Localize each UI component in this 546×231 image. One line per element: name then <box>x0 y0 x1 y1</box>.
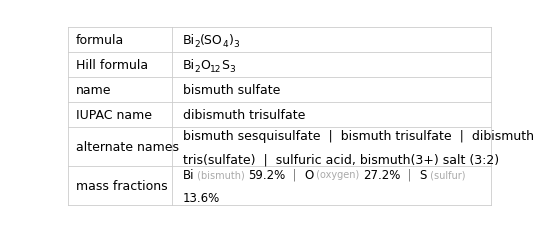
Text: Hill formula: Hill formula <box>76 59 148 72</box>
Text: S: S <box>222 59 229 72</box>
Text: (SO: (SO <box>200 34 223 47</box>
Text: (bismuth): (bismuth) <box>194 170 248 179</box>
Text: 12: 12 <box>210 65 222 74</box>
Text: mass fractions: mass fractions <box>76 180 168 193</box>
Text: 13.6%: 13.6% <box>182 191 219 204</box>
Text: alternate names: alternate names <box>76 141 179 154</box>
Text: IUPAC name: IUPAC name <box>76 109 152 122</box>
Text: name: name <box>76 84 111 97</box>
Text: Bi: Bi <box>182 59 194 72</box>
Text: O: O <box>304 168 313 181</box>
Text: 2: 2 <box>194 65 200 74</box>
Text: Bi: Bi <box>182 168 194 181</box>
Text: (oxygen): (oxygen) <box>313 170 363 179</box>
Text: 2: 2 <box>194 40 200 49</box>
Text: O: O <box>200 59 210 72</box>
Text: tris(sulfate)  |  sulfuric acid, bismuth(3+) salt (3:2): tris(sulfate) | sulfuric acid, bismuth(3… <box>182 152 498 165</box>
Text: 59.2%: 59.2% <box>248 168 285 181</box>
Text: ): ) <box>229 34 234 47</box>
Text: 27.2%: 27.2% <box>363 168 400 181</box>
Text: |: | <box>400 168 419 181</box>
Text: bismuth sesquisulfate  |  bismuth trisulfate  |  dibismuth: bismuth sesquisulfate | bismuth trisulfa… <box>182 129 533 142</box>
Text: formula: formula <box>76 34 124 47</box>
Text: S: S <box>419 168 426 181</box>
Text: (sulfur): (sulfur) <box>426 170 468 179</box>
Text: 4: 4 <box>223 40 229 49</box>
Text: Bi: Bi <box>182 34 194 47</box>
Text: bismuth sulfate: bismuth sulfate <box>182 84 280 97</box>
Text: 3: 3 <box>229 65 235 74</box>
Text: 3: 3 <box>234 40 239 49</box>
Text: dibismuth trisulfate: dibismuth trisulfate <box>182 109 305 122</box>
Text: |: | <box>285 168 304 181</box>
